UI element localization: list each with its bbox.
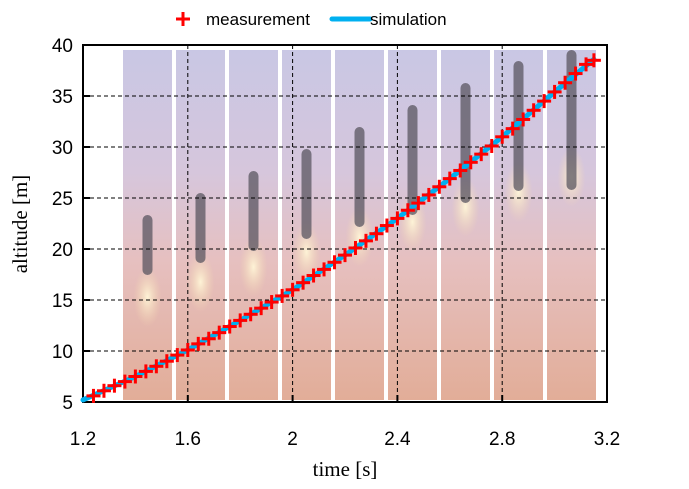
- measurement-point: [128, 369, 143, 384]
- measurement-point: [201, 331, 216, 346]
- measurement-point: [243, 307, 258, 322]
- y-tick-label: 35: [52, 87, 73, 108]
- measurement-point: [180, 342, 195, 357]
- measurement-point: [170, 348, 185, 363]
- measurement-point: [254, 301, 269, 316]
- x-tick-label: 2.4: [384, 429, 411, 450]
- x-tick-label: 1.2: [70, 429, 96, 450]
- measurement-point: [505, 121, 520, 136]
- measurement-point: [586, 53, 601, 68]
- measurement-point: [191, 336, 206, 351]
- measurement-point: [159, 354, 174, 369]
- measurement-point: [579, 57, 594, 72]
- measurement-point: [547, 84, 562, 99]
- measurement-point: [390, 211, 405, 226]
- measurement-point: [400, 203, 415, 218]
- y-tick-label: 15: [52, 291, 73, 312]
- measurement-point: [138, 364, 153, 379]
- rocket-image: [407, 105, 418, 215]
- x-tick-label: 3.2: [594, 429, 620, 450]
- y-tick-label: 40: [52, 36, 73, 57]
- measurement-point: [317, 262, 332, 277]
- measurement-point: [222, 319, 237, 334]
- measurement-point: [432, 179, 447, 194]
- legend-measurement-label: measurement: [206, 10, 310, 29]
- measurement-point: [568, 66, 583, 81]
- measurement-point: [264, 295, 279, 310]
- x-tick-label: 2: [287, 429, 298, 450]
- measurement-point: [296, 275, 311, 290]
- y-tick-label: 5: [62, 393, 73, 414]
- measurement-point: [358, 233, 373, 248]
- measurement-point: [107, 378, 122, 393]
- measurement-point: [117, 374, 132, 389]
- rocket-exhaust: [133, 267, 162, 327]
- y-tick-label: 30: [52, 138, 73, 159]
- legend-measurement-marker: [176, 12, 190, 26]
- y-tick-label: 20: [52, 240, 73, 261]
- measurement-point: [442, 171, 457, 186]
- measurement-point: [86, 388, 101, 403]
- measurement-point: [421, 187, 436, 202]
- rocket-exhaust: [504, 162, 533, 222]
- measurement-point: [306, 268, 321, 283]
- measurement-point: [96, 383, 111, 398]
- measurement-point: [233, 313, 248, 328]
- measurement-point: [411, 196, 426, 211]
- measurement-point: [526, 103, 541, 118]
- x-axis-label: time [s]: [313, 457, 378, 481]
- measurement-point: [149, 359, 164, 374]
- rocket-exhaust: [292, 222, 321, 282]
- photo-background: [123, 50, 596, 400]
- measurement-point: [495, 129, 510, 144]
- rocket-image: [248, 171, 259, 251]
- y-tick-label: 10: [52, 342, 73, 363]
- measurement-point: [212, 325, 227, 340]
- rocket-image: [566, 50, 577, 190]
- measurement-point: [275, 288, 290, 303]
- rocket-image: [301, 149, 312, 239]
- rocket-image: [195, 193, 206, 263]
- measurement-point: [338, 248, 352, 263]
- y-axis-label: altitude [m]: [8, 175, 32, 274]
- measurement-point: [379, 218, 394, 233]
- measurement-point: [474, 147, 489, 162]
- measurement-point: [285, 282, 300, 297]
- rocket-image: [354, 127, 365, 227]
- series: [80, 53, 601, 403]
- measurement-point: [327, 255, 342, 270]
- y-tick-label: 25: [52, 189, 73, 210]
- rocket-image: [460, 83, 471, 203]
- legend-simulation-label: simulation: [370, 10, 447, 29]
- measurement-point: [348, 240, 363, 255]
- plot-frame: [82, 44, 608, 403]
- rocket-exhaust: [239, 237, 268, 297]
- measurement-point: [537, 94, 552, 109]
- rocket-exhaust: [451, 177, 480, 237]
- measurement-point: [453, 163, 468, 178]
- x-tick-label: 2.8: [489, 429, 515, 450]
- measurement-point: [516, 112, 531, 127]
- x-tick-label: 1.6: [175, 429, 201, 450]
- measurement-point: [558, 75, 573, 90]
- rocket-exhaust: [186, 252, 215, 312]
- rocket-image: [142, 215, 153, 275]
- legend: measurement simulation: [176, 10, 447, 29]
- ticks: 1.2 1.6 2 2.4 2.8 3.2 5 10 15 20 25 30 35 40: [52, 36, 620, 450]
- measurement-point: [369, 226, 384, 241]
- measurement-point: [463, 155, 478, 170]
- measurement-point: [484, 138, 499, 153]
